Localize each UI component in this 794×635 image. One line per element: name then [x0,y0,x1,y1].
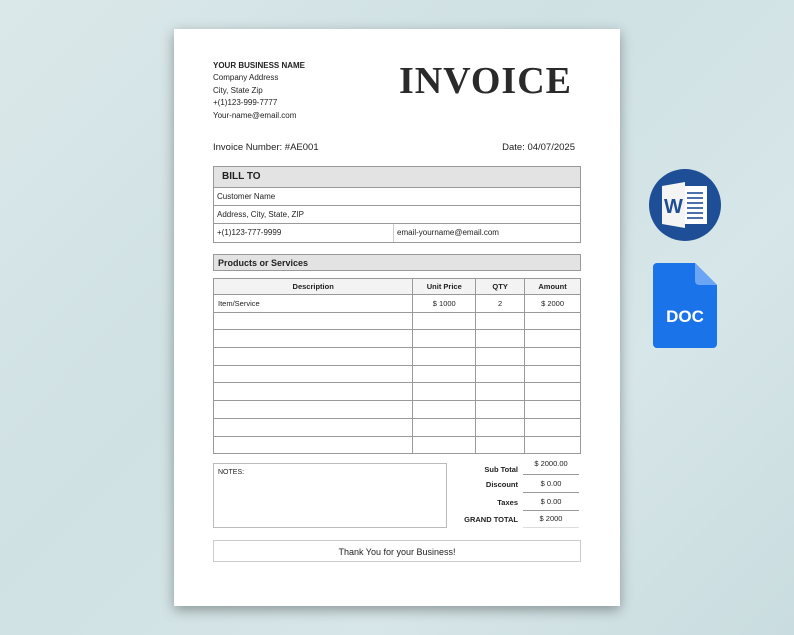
description-cell [212,435,414,455]
unit-price-cell [412,417,477,437]
invoice-number: Invoice Number: #AE001 [213,142,319,153]
qty-cell [475,347,526,366]
table-row [212,364,581,384]
col-qty: QTY [475,278,526,295]
table-row [212,382,581,402]
description-cell [212,382,414,402]
unit-price-cell [412,347,477,366]
amount-cell [524,347,581,366]
invoice-date: Date: 04/07/2025 [502,142,575,153]
customer-contact: +(1)123-777-9999 email-yourname@email.co… [214,224,580,242]
table-row [212,417,581,437]
total-value: $ 0.00 [523,494,579,511]
thank-you-note: Thank You for your Business! [213,540,581,562]
business-address: Company Address [213,73,279,83]
amount-cell [524,311,581,331]
total-label: Sub Total [484,465,518,474]
table-row [212,311,581,331]
total-value: $ 2000.00 [523,459,579,475]
items-table: Description Unit Price QTY Amount Item/S… [212,278,581,455]
customer-address-text: Address, City, State, ZIP [217,210,304,219]
amount-cell [524,329,581,349]
bill-to-section: BILL TO Customer Name Address, City, Sta… [213,166,581,243]
qty-cell [475,329,526,349]
business-phone: +(1)123-999-7777 [213,98,278,108]
amount-cell [524,400,581,419]
table-row [212,400,581,419]
amount-cell: $ 2000 [524,294,581,313]
unit-price-cell [412,329,477,349]
col-amount: Amount [524,278,581,295]
description-cell [212,400,414,419]
doc-file-icon: DOC [653,263,717,348]
qty-cell [475,417,526,437]
description-cell: Item/Service [212,294,414,313]
description-cell [212,417,414,437]
bill-to-heading: BILL TO [214,167,580,188]
grand-total-row: GRAND TOTAL $ 2000 [456,511,581,528]
description-cell [212,329,414,349]
description-cell [212,347,414,366]
unit-price-cell [412,311,477,331]
qty-cell: 2 [475,294,526,313]
notes-box: NOTES: [213,463,447,528]
unit-price-cell: $ 1000 [412,294,477,313]
table-row [212,329,581,349]
customer-name-text: Customer Name [217,192,276,201]
business-email: Your-name@email.com [213,110,297,120]
amount-cell [524,382,581,402]
qty-cell [475,400,526,419]
products-heading: Products or Services [213,254,581,271]
total-label: GRAND TOTAL [464,515,518,524]
total-label: Taxes [497,498,518,507]
total-label: Discount [485,480,518,489]
qty-cell [475,311,526,331]
table-row: Item/Service $ 1000 2 $ 2000 [212,294,581,313]
subtotal-row: Sub Total $ 2000.00 [456,459,581,475]
unit-price-cell [412,382,477,402]
business-name: YOUR BUSINESS NAME [213,61,306,70]
amount-cell [524,417,581,437]
customer-email: email-yourname@email.com [397,228,499,237]
qty-cell [475,435,526,455]
qty-cell [475,364,526,384]
col-description: Description [212,278,414,295]
customer-address: Address, City, State, ZIP [214,206,580,224]
table-row [212,435,581,455]
total-value: $ 2000 [523,511,579,528]
word-letter: W [664,196,683,218]
customer-phone: +(1)123-777-9999 [214,224,394,242]
unit-price-cell [412,364,477,384]
unit-price-cell [412,400,477,419]
description-cell [212,364,414,384]
business-info: YOUR BUSINESS NAME Company Address City,… [213,60,305,122]
table-row [212,347,581,366]
customer-name: Customer Name [214,188,580,206]
col-unit-price: Unit Price [412,278,477,295]
qty-cell [475,382,526,402]
microsoft-word-icon: W [649,169,721,241]
invoice-title: INVOICE [398,60,572,102]
total-value: $ 0.00 [523,476,579,493]
description-cell [212,311,414,331]
amount-cell [524,435,581,455]
notes-label: NOTES: [218,469,245,476]
taxes-row: Taxes $ 0.00 [456,494,581,511]
invoice-page: YOUR BUSINESS NAME Company Address City,… [174,29,620,606]
unit-price-cell [412,435,477,455]
business-city: City, State Zip [213,85,263,95]
doc-label: DOC [666,307,704,326]
discount-row: Discount $ 0.00 [456,476,581,493]
amount-cell [524,364,581,384]
